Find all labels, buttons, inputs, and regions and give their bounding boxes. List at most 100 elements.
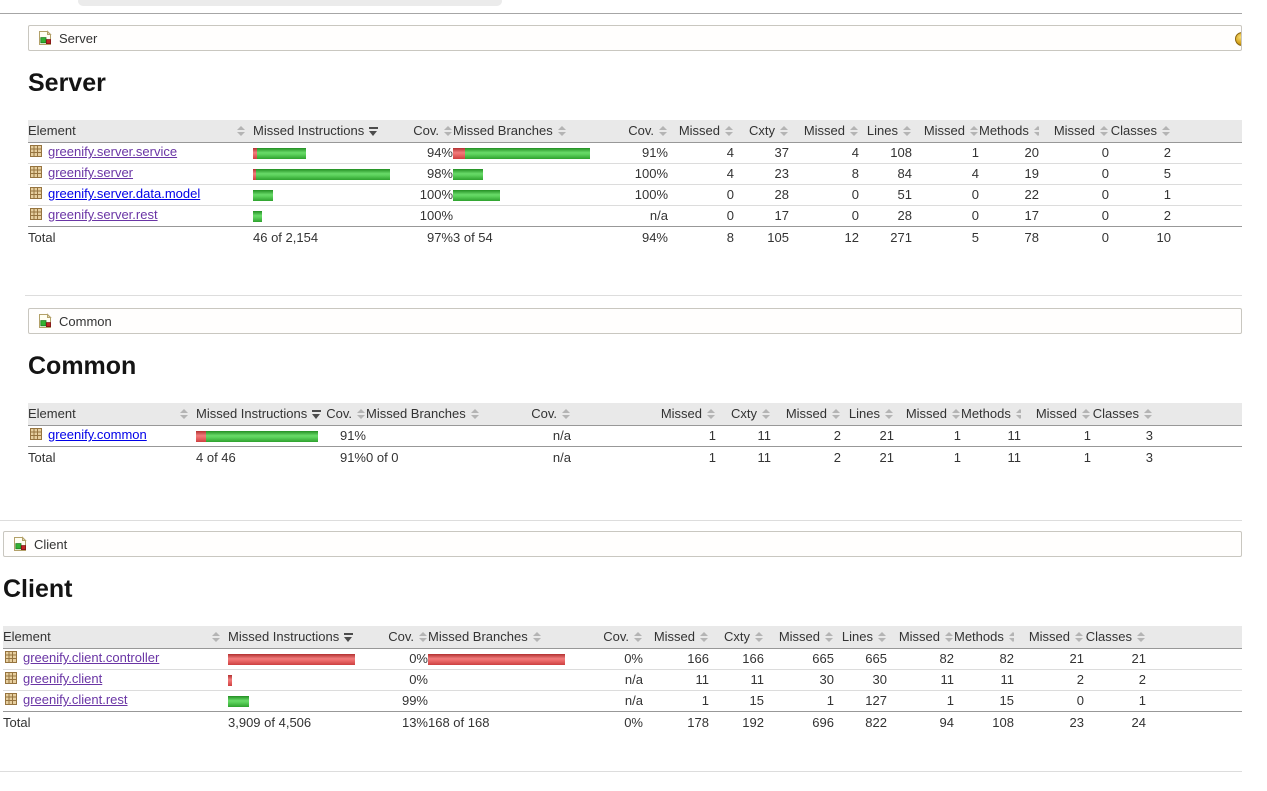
cell-branch-coverage: 0% — [578, 648, 643, 670]
cell-total-branch-coverage: 94% — [603, 225, 668, 248]
column-header-classes[interactable]: Classes — [1084, 626, 1146, 649]
cell-count: 2 — [1109, 142, 1171, 164]
column-header-cov-[interactable]: Cov. — [516, 403, 571, 426]
cell-missed-branches-bar — [366, 425, 516, 446]
column-header-lines[interactable]: Lines — [841, 403, 894, 426]
column-header-classes[interactable]: Classes — [1109, 120, 1171, 143]
column-header-cov-[interactable]: Cov. — [603, 120, 668, 143]
package-row: greenify.server.data.model 100% 100% 0 28 0 51… — [28, 184, 1242, 206]
package-link[interactable]: greenify.client — [23, 671, 103, 686]
breadcrumb-label: Server — [59, 30, 98, 46]
column-header-missed-instructions[interactable]: Missed Instructions — [196, 403, 321, 426]
package-row: greenify.client.controller 0% 0% 166 166 665 6… — [3, 648, 1242, 670]
header-row: Element Missed Instructions Cov. Missed Bra… — [28, 403, 1242, 426]
column-header-lines[interactable]: Lines — [859, 120, 912, 143]
column-header-missed[interactable]: Missed — [643, 626, 709, 649]
column-header-methods[interactable]: Methods — [954, 626, 1014, 649]
cell-count: 82 — [887, 648, 954, 670]
column-header-cov-[interactable]: Cov. — [373, 626, 428, 649]
column-header-classes[interactable]: Classes — [1091, 403, 1153, 426]
breadcrumb-bar: Common — [28, 308, 1242, 334]
cell-count: 0 — [971, 208, 979, 223]
column-header-missed[interactable]: Missed — [668, 120, 734, 143]
cell-count: 78 — [979, 225, 1039, 248]
column-header-missed[interactable]: Missed — [764, 626, 834, 649]
column-header-missed[interactable]: Missed — [771, 403, 841, 426]
cell-count: 11 — [954, 669, 1014, 691]
column-header-missed[interactable]: Missed — [887, 626, 954, 649]
sort-icon — [707, 409, 716, 420]
column-header-missed-branches[interactable]: Missed Branches — [428, 626, 578, 649]
cell-count: 21 — [879, 428, 894, 443]
cell-count: 0 — [1039, 225, 1109, 248]
breadcrumb-label: Common — [59, 313, 112, 329]
cell-count: 24 — [1084, 710, 1146, 733]
column-header-missed[interactable]: Missed — [894, 403, 961, 426]
column-header-methods[interactable]: Methods — [961, 403, 1021, 426]
column-header-methods[interactable]: Methods — [979, 120, 1039, 143]
cell-instruction-coverage: 98% — [398, 163, 453, 185]
column-header-cov-[interactable]: Cov. — [578, 626, 643, 649]
column-header-missed[interactable]: Missed — [1039, 120, 1109, 143]
package-link[interactable]: greenify.client.controller — [23, 650, 160, 665]
column-header-missed[interactable]: Missed — [1021, 403, 1091, 426]
column-header-missed[interactable]: Missed — [789, 120, 859, 143]
sort-icon — [470, 409, 480, 420]
column-header-cxty[interactable]: Cxty — [716, 403, 771, 426]
column-header-label: Missed — [778, 629, 820, 645]
header-row: Element Missed Instructions Cov. Missed Bra… — [3, 626, 1242, 649]
column-header-cxty[interactable]: Cxty — [709, 626, 764, 649]
cell-missed-instructions-bar — [253, 205, 398, 226]
cell-element: greenify.client — [3, 669, 228, 691]
cell-count: 665 — [834, 648, 887, 670]
cell-count: 21 — [841, 445, 894, 468]
column-header-cov-[interactable]: Cov. — [321, 403, 366, 426]
package-link[interactable]: greenify.server.data.model — [48, 186, 201, 201]
package-link[interactable]: greenify.common — [48, 427, 147, 442]
sort-icon — [419, 632, 428, 643]
column-header-missed-instructions[interactable]: Missed Instructions — [253, 120, 398, 143]
column-header-element[interactable]: Element — [28, 403, 196, 426]
coverage-table: Element Missed Instructions Cov. Missed Bra… — [28, 403, 1242, 468]
session-icon[interactable] — [1235, 32, 1241, 46]
cell-filler — [1146, 669, 1242, 691]
cell-branch-coverage: n/a — [649, 208, 668, 223]
column-header-missed-branches[interactable]: Missed Branches — [453, 120, 603, 143]
package-link[interactable]: greenify.server.rest — [48, 207, 158, 222]
cell-count: 5 — [912, 225, 979, 248]
covered-bar — [465, 148, 590, 160]
column-header-element[interactable]: Element — [3, 626, 228, 649]
column-header-element[interactable]: Element — [28, 120, 253, 143]
cell-filler — [1146, 648, 1242, 670]
column-header-label: Classes — [1110, 123, 1157, 139]
package-link[interactable]: greenify.client.rest — [23, 692, 128, 707]
column-header-missed-branches[interactable]: Missed Branches — [366, 403, 516, 426]
column-header-missed[interactable]: Missed — [571, 403, 716, 426]
cell-count: 30 — [764, 669, 834, 691]
package-link[interactable]: greenify.server.service — [48, 144, 178, 159]
package-icon — [4, 671, 18, 688]
cell-count: 22 — [979, 184, 1039, 206]
column-header-cov-[interactable]: Cov. — [398, 120, 453, 143]
report-icon — [12, 536, 28, 552]
column-header-missed-instructions[interactable]: Missed Instructions — [228, 626, 373, 649]
column-header-missed[interactable]: Missed — [1014, 626, 1084, 649]
column-header-label: Lines — [848, 406, 880, 422]
covered-bar — [228, 696, 249, 708]
column-header-label: Classes — [1092, 406, 1139, 422]
section-client: Client Client Element Missed Instructions… — [3, 531, 1242, 733]
cell-missed-branches-bar — [453, 142, 603, 164]
sort-icon — [700, 632, 709, 643]
covered-bar — [253, 211, 262, 223]
column-header-lines[interactable]: Lines — [834, 626, 887, 649]
cell-missed-instructions-bar — [196, 425, 321, 446]
package-link[interactable]: greenify.server — [48, 165, 134, 180]
column-header-missed[interactable]: Missed — [912, 120, 979, 143]
cell-count: 2 — [1084, 669, 1146, 691]
cell-count: 1 — [1138, 693, 1146, 708]
covered-bar — [253, 190, 273, 202]
cell-count: 2 — [1014, 669, 1084, 691]
cell-missed-instructions-bar — [228, 648, 373, 670]
missed-bar — [196, 431, 206, 443]
column-header-cxty[interactable]: Cxty — [734, 120, 789, 143]
